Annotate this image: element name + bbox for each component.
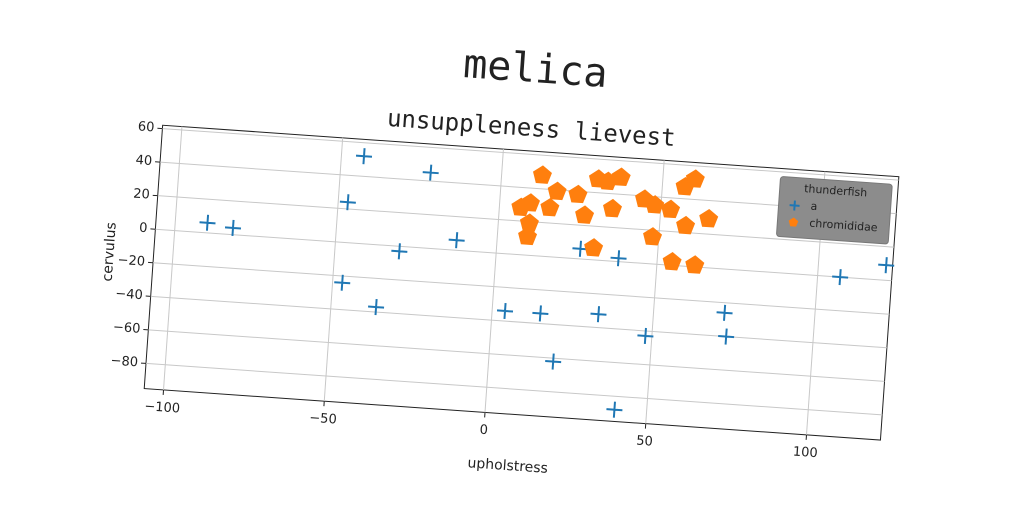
pentagon-marker [568, 184, 588, 204]
pentagon-marker [685, 169, 705, 188]
rotated-figure: melica unsuppleness lievest upholstress … [100, 41, 900, 477]
pentagon-marker [676, 215, 696, 235]
plus-marker [532, 305, 549, 322]
x-tick-label: 100 [792, 445, 818, 462]
plus-marker [832, 269, 849, 286]
legend-label: chromididae [809, 217, 878, 235]
plus-marker [199, 214, 216, 231]
pentagon-marker [603, 198, 622, 218]
grid-line [152, 262, 890, 315]
pentagon-marker [643, 227, 663, 246]
grid-line [162, 128, 899, 181]
plus-marker [878, 257, 895, 274]
grid-line [323, 137, 344, 402]
pentagon-marker [662, 252, 682, 271]
plus-marker [391, 243, 408, 260]
x-tick-label: −50 [309, 411, 337, 428]
x-tick-label: 0 [479, 423, 488, 439]
pentagon-marker [511, 197, 531, 217]
pentagon-marker [699, 209, 719, 228]
y-axis-label: cervulus [100, 222, 120, 282]
chart-title: melica [462, 41, 609, 97]
grid-line [150, 295, 887, 349]
plus-marker [789, 200, 800, 211]
y-tick-label: −20 [117, 253, 145, 270]
pentagon-marker [661, 199, 681, 219]
pentagon-marker [685, 255, 705, 274]
grid-line [163, 126, 183, 390]
plot-area [143, 124, 900, 441]
y-tick-label: 40 [135, 153, 153, 169]
pentagon-marker [540, 197, 560, 217]
y-tick-label: 60 [137, 119, 155, 135]
plus-marker [637, 327, 654, 345]
plus-marker [339, 194, 356, 211]
legend-label: a [810, 200, 818, 213]
grid-line [160, 161, 897, 215]
plus-marker [590, 306, 607, 323]
pentagon-marker [518, 226, 538, 246]
pentagon-marker [788, 217, 799, 227]
plus-marker [716, 304, 733, 321]
grid-line [155, 228, 892, 282]
y-tick-label: 20 [133, 186, 151, 202]
y-tick-label: −60 [112, 320, 140, 337]
plus-marker [610, 250, 627, 267]
plus-marker [355, 148, 373, 165]
grid-line [145, 362, 883, 416]
plus-marker [224, 219, 242, 236]
pentagon-marker [547, 181, 567, 201]
pentagon-marker [519, 213, 539, 232]
pentagon-marker [575, 205, 595, 224]
y-tick-label: 0 [139, 221, 148, 237]
plus-marker [718, 328, 735, 345]
pentagon-marker [645, 195, 665, 214]
x-tick-label: 50 [636, 434, 654, 450]
pentagon-marker [584, 238, 604, 257]
plus-marker [368, 298, 385, 316]
plus-marker [422, 164, 439, 181]
plus-marker [334, 274, 351, 291]
grid-line [484, 149, 504, 413]
pentagon-marker [533, 165, 552, 184]
plus-marker [545, 353, 562, 370]
plus-marker [496, 302, 514, 320]
pentagon-marker [611, 167, 631, 187]
y-tick-label: −80 [110, 353, 138, 370]
plus-marker [448, 232, 465, 249]
legend-title: thunderfish [804, 182, 868, 199]
x-axis-label: upholstress [467, 455, 548, 477]
legend-box [776, 176, 893, 245]
y-tick-label: −40 [115, 286, 143, 303]
x-tick-label: −100 [144, 399, 181, 416]
grid-line [148, 329, 885, 382]
plus-marker [606, 401, 623, 418]
